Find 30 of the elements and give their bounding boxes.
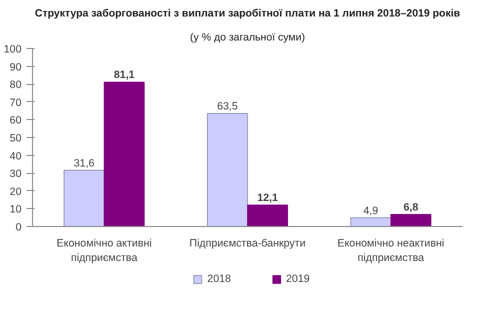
- y-tick-label: 90: [10, 61, 22, 74]
- y-tick-label: 20: [10, 186, 22, 198]
- bar: [207, 113, 248, 226]
- y-tick-label: 80: [10, 79, 22, 92]
- y-tick-label: 40: [10, 150, 22, 162]
- y-tick-label: 50: [10, 132, 22, 144]
- data-label: 31,6: [74, 157, 95, 170]
- chart-title: Структура заборгованості з виплати заробітної плати на 1 липня 2018–2019 років: [34, 8, 461, 20]
- data-label: 12,1: [257, 192, 278, 204]
- y-tick-label: 60: [10, 114, 22, 127]
- bar: [350, 217, 392, 226]
- y-tick-label: 100: [4, 44, 22, 56]
- data-label: 81,1: [114, 69, 135, 82]
- bar: [64, 170, 105, 226]
- y-tick-label: 0: [16, 222, 22, 234]
- x-tick-label: Економічно неактивні підприємства: [337, 238, 444, 264]
- data-label: 63,5: [217, 100, 238, 112]
- bar: [247, 204, 288, 226]
- chart-subtitle: (у % до загальної суми): [190, 32, 305, 44]
- data-label: 4,9: [363, 204, 378, 217]
- x-tick-label: Підприємства-банкрути: [189, 238, 306, 250]
- y-tick-label: 10: [10, 204, 22, 216]
- bar: [390, 214, 432, 226]
- legend-label: 2019: [286, 273, 310, 285]
- x-tick-label: Економічно активні підприємства: [56, 238, 152, 264]
- data-label: 6,8: [403, 201, 418, 214]
- legend-label: 2018: [207, 273, 231, 285]
- bar: [104, 82, 145, 226]
- y-tick-label: 70: [10, 96, 22, 109]
- y-tick-label: 30: [10, 168, 22, 180]
